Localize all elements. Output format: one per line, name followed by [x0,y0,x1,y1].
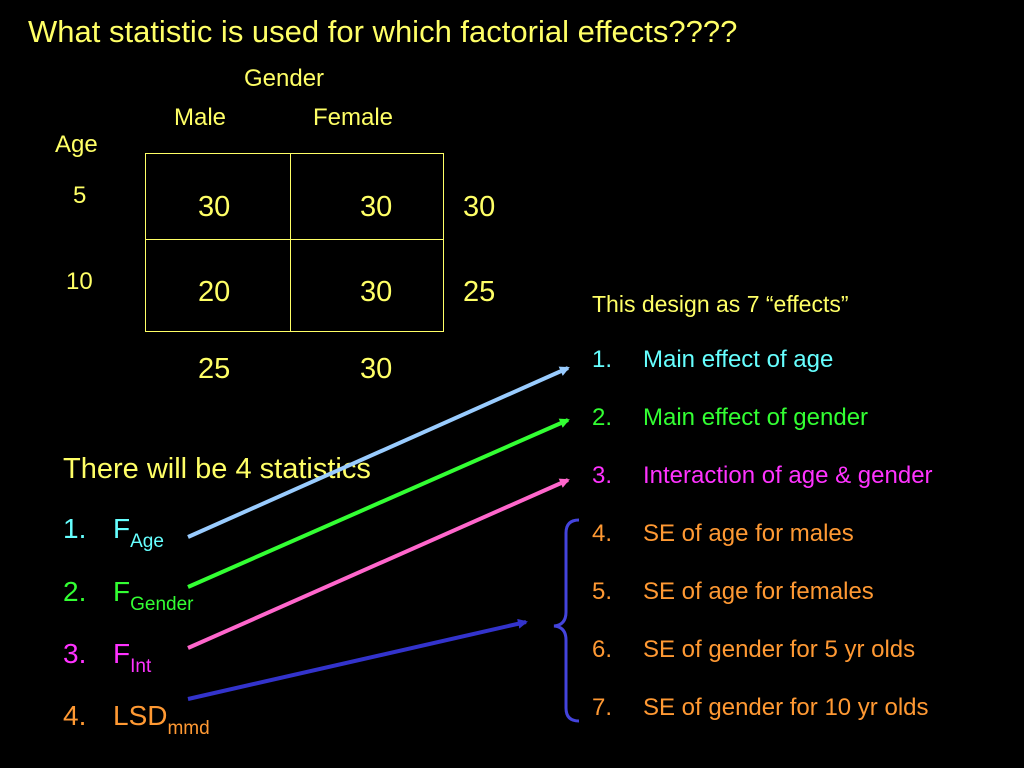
list-item-number: 2. [592,404,613,431]
stat-lsd-mmd: LSDmmd [113,700,210,739]
stat-subscript: Age [130,531,164,552]
female-header: Female [313,104,394,131]
gender-header: Gender [244,65,325,92]
effect-main-gender: Main effect of gender [643,404,869,431]
list-item-number: 3. [63,638,87,669]
male-header: Male [174,104,227,131]
age-5-label: 5 [73,182,87,209]
table-cell: 30 [360,276,393,308]
table-border-bottom [145,331,444,332]
stat-subscript: Gender [130,594,194,615]
effect-se-gender-10yr: SE of gender for 10 yr olds [643,694,929,721]
list-item-number: 1. [592,346,613,373]
list-item-number: 3. [592,462,613,489]
effect-main-age: Main effect of age [643,346,834,373]
curly-brace-se-group [553,518,580,723]
arrow-lsd-to-se-group [187,618,528,701]
table-cell: 30 [198,191,231,223]
list-item-number: 5. [592,578,613,605]
age-10-label: 10 [66,268,93,295]
effect-interaction: Interaction of age & gender [643,462,933,489]
arrow-fint-to-interaction [187,478,570,650]
stat-f-age: FAge [113,513,164,552]
table-divider-vertical [290,153,291,332]
effect-se-gender-5yr: SE of gender for 5 yr olds [643,636,916,663]
table-cell: 20 [198,276,231,308]
stat-symbol: F [113,638,131,669]
table-border-left [145,153,146,332]
column-mean: 30 [360,353,393,385]
list-item-number: 7. [592,694,613,721]
arrow-fgender-to-main-gender [187,418,570,589]
column-mean: 25 [198,353,231,385]
age-header: Age [55,131,98,158]
list-item-number: 4. [592,520,613,547]
list-item-number: 2. [63,576,87,607]
stat-f-int: FInt [113,638,151,677]
row-mean: 25 [463,276,496,308]
list-item-number: 4. [63,700,87,731]
effect-se-age-males: SE of age for males [643,520,854,547]
stat-symbol: F [113,513,131,544]
stat-subscript: Int [130,656,152,677]
slide-title: What statistic is used for which factori… [28,14,738,49]
table-divider-middle [145,239,444,240]
stat-subscript: mmd [167,718,210,739]
table-border-right [443,153,444,332]
list-item-number: 6. [592,636,613,663]
list-item-number: 1. [63,513,87,544]
table-border-top [145,153,444,154]
table-cell: 30 [360,191,393,223]
stat-symbol: F [113,576,131,607]
stat-symbol: LSD [113,700,168,731]
row-mean: 30 [463,191,496,223]
stat-f-gender: FGender [113,576,193,615]
arrow-fage-to-main-age [187,366,570,539]
effect-se-age-females: SE of age for females [643,578,874,605]
effects-heading: This design as 7 “effects” [592,291,849,317]
